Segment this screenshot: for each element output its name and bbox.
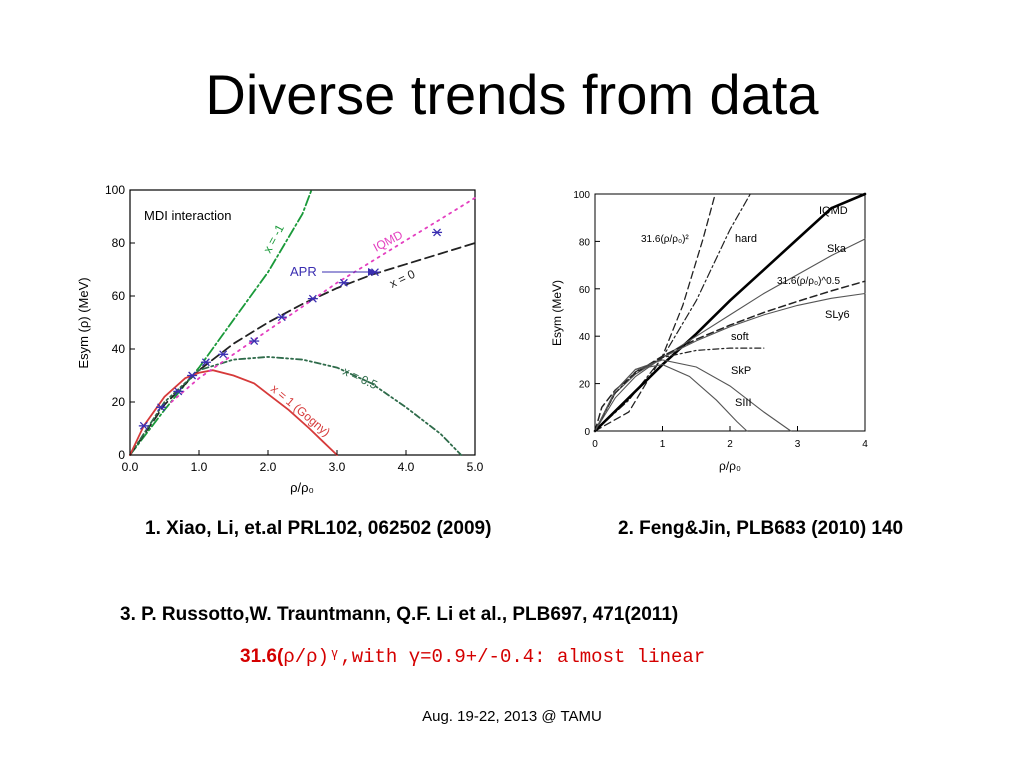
- reference-1: 1. Xiao, Li, et.al PRL102, 062502 (2009): [145, 518, 492, 539]
- y-tick-label: 0: [584, 427, 590, 438]
- y-axis-label: Esym (ρ) (MeV): [76, 277, 91, 368]
- x-axis-label: ρ/ρ₀: [719, 459, 741, 473]
- chart-left-mdi: MDI interaction x = -1 IQMD APR x = 0 x …: [76, 183, 484, 495]
- apr-point: [276, 313, 287, 322]
- series-line-7: [594, 359, 792, 432]
- annotation-siii: SIII: [735, 397, 752, 409]
- x-tick-label: 0: [592, 439, 598, 450]
- annotation-ska: Ska: [827, 243, 847, 255]
- x-tick-label: 1.0: [191, 460, 208, 474]
- series-line-0: [594, 193, 716, 432]
- x-tick-label: 3.0: [329, 460, 346, 474]
- annotation-apr: APR: [290, 264, 317, 279]
- annotation-sly6: SLy6: [825, 309, 850, 321]
- y-tick-label: 100: [573, 190, 590, 201]
- y-tick-label: 60: [112, 289, 126, 303]
- y-tick-label: 0: [118, 448, 125, 462]
- annotation-iqmd: IQMD: [819, 205, 848, 217]
- series-line-2: [593, 192, 867, 433]
- series-line-4: [170, 197, 476, 403]
- x-tick-label: 0.0: [122, 460, 139, 474]
- y-tick-label: 80: [579, 237, 591, 248]
- annotation-pow-2: 31.6(ρ/ρ₀)²: [641, 234, 689, 245]
- slide-title: Diverse trends from data: [205, 63, 819, 126]
- apr-point: [156, 403, 167, 412]
- apr-point: [338, 278, 349, 287]
- series-line-3: [594, 238, 866, 432]
- x-tick-label: 3: [795, 439, 801, 450]
- series-line-5: [594, 292, 866, 432]
- series-line-1: [129, 242, 476, 456]
- apr-point: [187, 371, 198, 380]
- x-tick-label: 4.0: [398, 460, 415, 474]
- x-tick-label: 5.0: [467, 460, 484, 474]
- y-tick-label: 100: [105, 183, 125, 197]
- apr-point: [173, 387, 184, 396]
- y-tick-label: 20: [579, 380, 591, 391]
- apr-point: [307, 294, 318, 303]
- annotation-x-minus-1: x = -1: [260, 222, 287, 256]
- x-tick-label: 2.0: [260, 460, 277, 474]
- series-line-8: [594, 364, 748, 432]
- apr-point: [200, 358, 211, 367]
- annotation-skp: SkP: [731, 365, 751, 377]
- reference-2: 2. Feng&Jin, PLB683 (2010) 140: [618, 518, 904, 539]
- series-line-6: [594, 347, 765, 432]
- annotation-soft: soft: [731, 331, 749, 343]
- y-tick-label: 40: [579, 332, 591, 343]
- series-line-1: [594, 193, 751, 432]
- apr-point: [249, 337, 260, 346]
- y-tick-label: 20: [112, 395, 126, 409]
- apr-point: [432, 228, 443, 237]
- x-axis-label: ρ/ρ₀: [290, 480, 314, 495]
- plot-frame: [129, 189, 476, 456]
- apr-point: [138, 421, 149, 430]
- x-tick-label: 1: [660, 439, 666, 450]
- apr-arrowhead: [368, 268, 376, 276]
- y-axis-label: Esym (MeV): [550, 280, 564, 346]
- annotation-pow-0-5: 31.6(ρ/ρ₀)^0.5: [777, 276, 840, 287]
- series-line-2: [129, 355, 463, 456]
- x-tick-label: 2: [727, 439, 733, 450]
- annotation-iqmd: IQMD: [371, 227, 406, 254]
- annotation-x-0: x = 0: [387, 267, 417, 291]
- panel-label: MDI interaction: [144, 208, 231, 223]
- annotation-x-0-5: x = 0.5: [341, 364, 380, 392]
- annotation-hard: hard: [735, 233, 757, 245]
- y-tick-label: 40: [112, 342, 126, 356]
- reference-3: 3. P. Russotto,W. Trauntmann, Q.F. Li et…: [120, 604, 679, 625]
- y-tick-label: 80: [112, 236, 126, 250]
- formula-bold: 31.6(: [240, 646, 284, 667]
- x-tick-label: 4: [862, 439, 868, 450]
- series-line-4: [594, 280, 866, 432]
- apr-point: [218, 350, 229, 359]
- footer-date: Aug. 19-22, 2013 @ TAMU: [422, 708, 602, 725]
- formula-text: ρ/ρ)ᵞ,with γ=0.9+/-0.4: almost linear: [283, 646, 706, 668]
- chart-right-models: IQMD 31.6(ρ/ρ₀)² hard Ska 31.6(ρ/ρ₀)^0.5…: [550, 190, 868, 473]
- formula-line: 31.6(ρ/ρ)ᵞ,with γ=0.9+/-0.4: almost line…: [240, 646, 705, 668]
- y-tick-label: 60: [579, 285, 591, 296]
- series-line-3: [129, 369, 338, 456]
- annotation-x-1-gogny: x = 1 (Gogny): [268, 382, 333, 440]
